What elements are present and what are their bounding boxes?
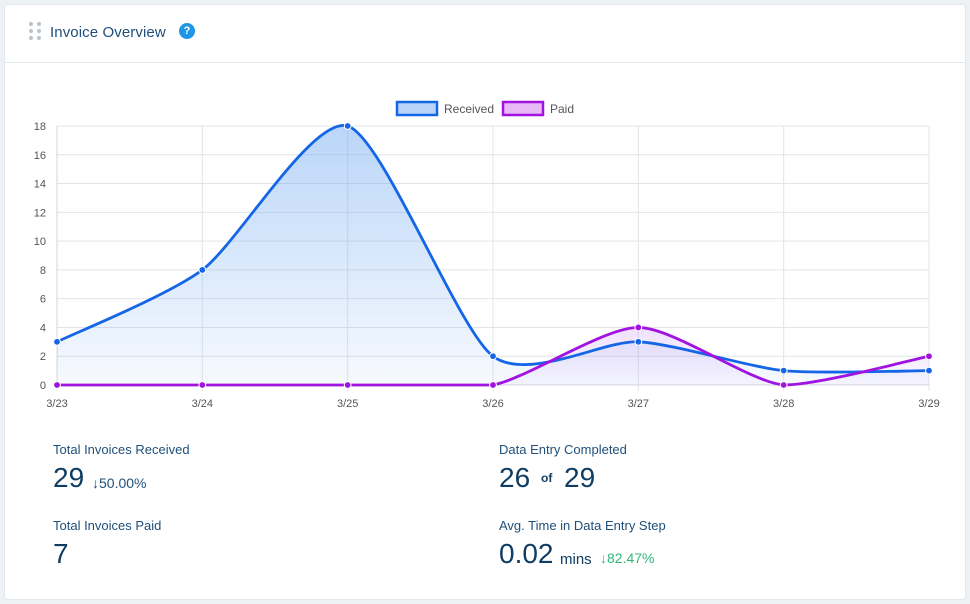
y-tick-label: 0 bbox=[40, 380, 46, 392]
data-point-received[interactable] bbox=[198, 265, 207, 274]
data-point-paid[interactable] bbox=[343, 381, 352, 389]
x-tick-label: 3/28 bbox=[773, 398, 794, 410]
x-tick-label: 3/27 bbox=[628, 398, 649, 410]
y-tick-label: 2 bbox=[40, 351, 46, 363]
x-tick-label: 3/24 bbox=[192, 398, 213, 410]
y-tick-label: 18 bbox=[34, 121, 46, 133]
card-title: Invoice Overview bbox=[50, 24, 166, 41]
x-tick-label: 3/26 bbox=[482, 398, 503, 410]
total-received-change: ↓50.00% bbox=[92, 475, 147, 491]
x-tick-label: 3/29 bbox=[918, 398, 939, 410]
avg-time-unit: mins bbox=[560, 551, 592, 568]
data-point-paid[interactable] bbox=[198, 381, 207, 389]
y-tick-label: 8 bbox=[40, 265, 46, 277]
help-icon[interactable]: ? bbox=[179, 23, 195, 39]
avg-time-label: Avg. Time in Data Entry Step bbox=[499, 518, 666, 533]
data-entry-total-value: 29 bbox=[564, 462, 596, 493]
y-tick-label: 14 bbox=[34, 179, 46, 191]
data-point-paid[interactable] bbox=[53, 381, 61, 389]
x-tick-label: 3/23 bbox=[46, 398, 67, 410]
legend-label-received[interactable]: Received bbox=[444, 102, 494, 116]
data-point-paid[interactable] bbox=[779, 381, 788, 389]
legend-label-paid[interactable]: Paid bbox=[550, 102, 574, 116]
avg-time-value: 0.02 bbox=[499, 538, 554, 569]
drag-handle-icon[interactable] bbox=[29, 22, 41, 42]
y-tick-label: 16 bbox=[34, 150, 46, 162]
data-point-paid[interactable] bbox=[634, 323, 643, 332]
data-point-received[interactable] bbox=[925, 366, 933, 375]
data-point-received[interactable] bbox=[53, 337, 61, 346]
y-tick-label: 12 bbox=[34, 207, 46, 219]
y-tick-label: 4 bbox=[40, 322, 46, 334]
legend-swatch-paid[interactable] bbox=[501, 100, 545, 117]
total-paid-value: 7 bbox=[53, 538, 69, 569]
avg-time-change: ↓82.47% bbox=[600, 550, 655, 566]
data-entry-of-label: of bbox=[541, 471, 553, 485]
data-entry-completed-label: Data Entry Completed bbox=[499, 442, 627, 457]
data-entry-completed-value: 26 bbox=[499, 462, 531, 493]
data-point-paid[interactable] bbox=[489, 381, 497, 389]
data-point-received[interactable] bbox=[779, 366, 788, 375]
data-point-paid[interactable] bbox=[925, 352, 933, 361]
legend-swatch-received[interactable] bbox=[395, 100, 439, 117]
data-point-received[interactable] bbox=[343, 122, 352, 130]
series-area-paid bbox=[57, 327, 929, 385]
y-tick-label: 6 bbox=[40, 294, 46, 306]
data-point-received[interactable] bbox=[489, 352, 497, 361]
x-tick-label: 3/25 bbox=[337, 398, 358, 410]
data-point-received[interactable] bbox=[634, 337, 643, 346]
invoice-line-chart: 0 2 4 6 8 10 12 14 16 18 3/23 3/24 3/25 3/26 3/27 3/28 3… bbox=[34, 100, 940, 410]
series-area-received bbox=[57, 125, 929, 386]
total-received-value: 29 bbox=[53, 462, 85, 493]
y-tick-label: 10 bbox=[34, 236, 46, 248]
total-received-label: Total Invoices Received bbox=[53, 442, 190, 457]
card-header: Invoice Overview ? bbox=[5, 5, 965, 63]
total-paid-label: Total Invoices Paid bbox=[53, 518, 162, 533]
